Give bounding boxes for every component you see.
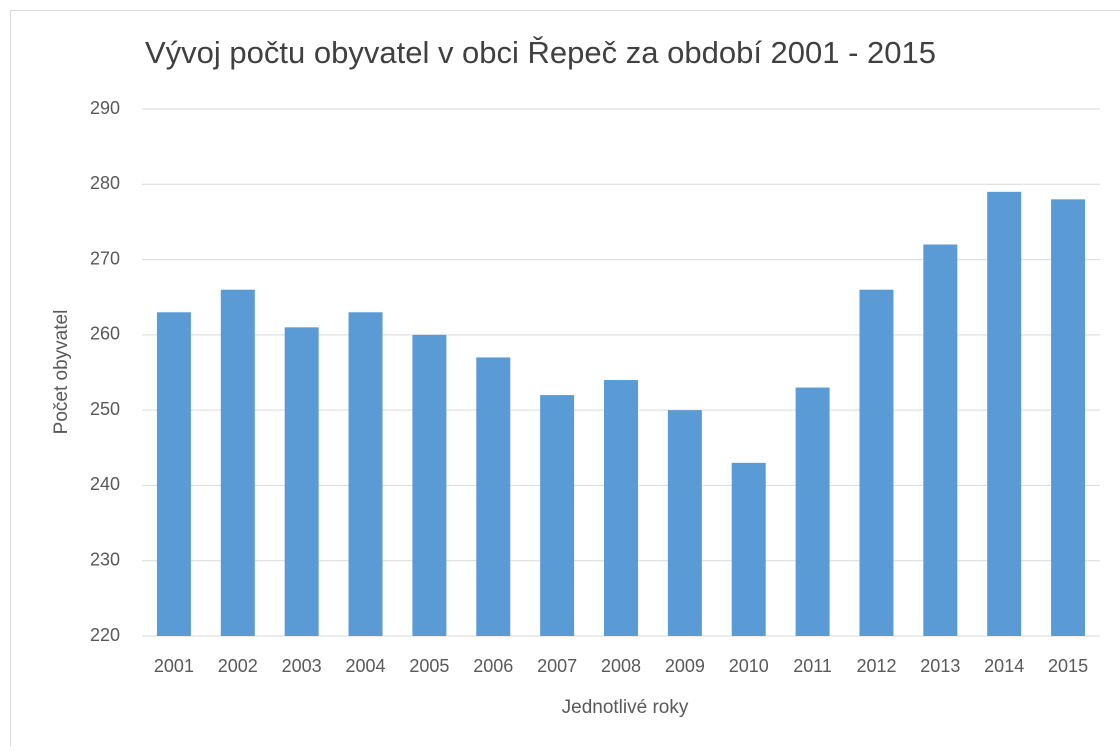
y-tick-label: 240 [90,474,120,494]
bar [349,312,383,636]
x-tick-label: 2001 [154,656,194,676]
bar [732,463,766,636]
x-tick-label: 2012 [856,656,896,676]
x-tick-label: 2015 [1048,656,1088,676]
x-tick-label: 2002 [218,656,258,676]
bar [668,410,702,636]
x-tick-label: 2006 [473,656,513,676]
bar [923,245,957,636]
bar [157,312,191,636]
bar [285,327,319,636]
x-tick-label: 2004 [346,656,386,676]
bar [604,380,638,636]
chart-title: Vývoj počtu obyvatel v obci Řepeč za obd… [145,35,936,70]
y-tick-label: 290 [90,98,120,118]
bar [412,335,446,636]
bar [796,388,830,636]
x-tick-label: 2008 [601,656,641,676]
y-tick-label: 270 [90,248,120,268]
y-axis-title: Počet obyvatel [51,310,72,435]
bar [987,192,1021,636]
bar [859,290,893,636]
x-tick-label: 2010 [729,656,769,676]
y-tick-label: 220 [90,625,120,645]
x-tick-label: 2003 [282,656,322,676]
y-tick-label: 230 [90,549,120,569]
bar [540,395,574,636]
bar [1051,199,1085,636]
y-tick-label: 280 [90,173,120,193]
y-tick-label: 250 [90,399,120,419]
bar [476,357,510,636]
x-tick-label: 2013 [920,656,960,676]
x-tick-label: 2005 [409,656,449,676]
x-tick-label: 2011 [793,656,832,676]
x-tick-label: 2007 [537,656,577,676]
bar [221,290,255,636]
x-axis-title: Jednotlivé roky [562,697,689,718]
x-tick-label: 2009 [665,656,705,676]
x-tick-label: 2014 [984,656,1024,676]
y-tick-label: 260 [90,324,120,344]
